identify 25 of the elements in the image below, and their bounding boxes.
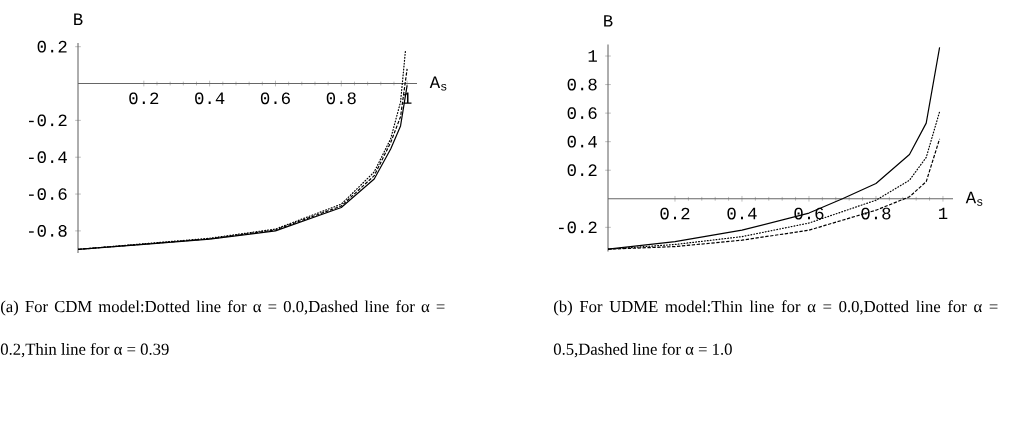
x-axis-title: A$_{s}$ <box>965 191 983 206</box>
x-axis-title: A$_{s}$ <box>429 76 447 91</box>
y-tick-label: 1 <box>588 50 597 62</box>
y-tick-label: -0.2 <box>29 114 67 127</box>
y-tick-label: 0.2 <box>37 40 67 53</box>
x-tick-label: 0.4 <box>195 92 225 105</box>
text: (b) For UDME model:Thin line for α = 0.0,Dotted line for α = 0.5,Dashed line for α = 1.0 <box>553 300 998 358</box>
y-tick-label: 0.6 <box>567 107 597 120</box>
text: (a) For CDM model:Dotted line for α = 0.0,Dashed line for α = 0.2,Thin line for α = 0.39 <box>0 300 445 358</box>
y-tick-label: -0.4 <box>29 151 67 164</box>
x-tick-label: 0.6 <box>260 92 290 105</box>
x-tick-label: 0.8 <box>861 207 891 220</box>
x-tick-label: 0.2 <box>660 207 690 220</box>
y-tick-label: 0.2 <box>567 164 597 177</box>
y-tick-label: -0.8 <box>29 225 67 237</box>
y-tick-label: 0.8 <box>567 78 597 91</box>
x-tick-label: 0.4 <box>727 207 757 220</box>
y-tick-label: -0.2 <box>559 221 597 234</box>
y-axis-title: B <box>604 15 613 27</box>
y-tick-label: -0.6 <box>29 188 67 200</box>
y-tick-label: 0.4 <box>567 135 597 148</box>
x-tick-label: 0.2 <box>129 92 159 105</box>
y-axis-title: B <box>74 13 83 25</box>
x-tick-label: 0.8 <box>326 92 356 105</box>
x-tick-label: 1 <box>939 207 948 220</box>
